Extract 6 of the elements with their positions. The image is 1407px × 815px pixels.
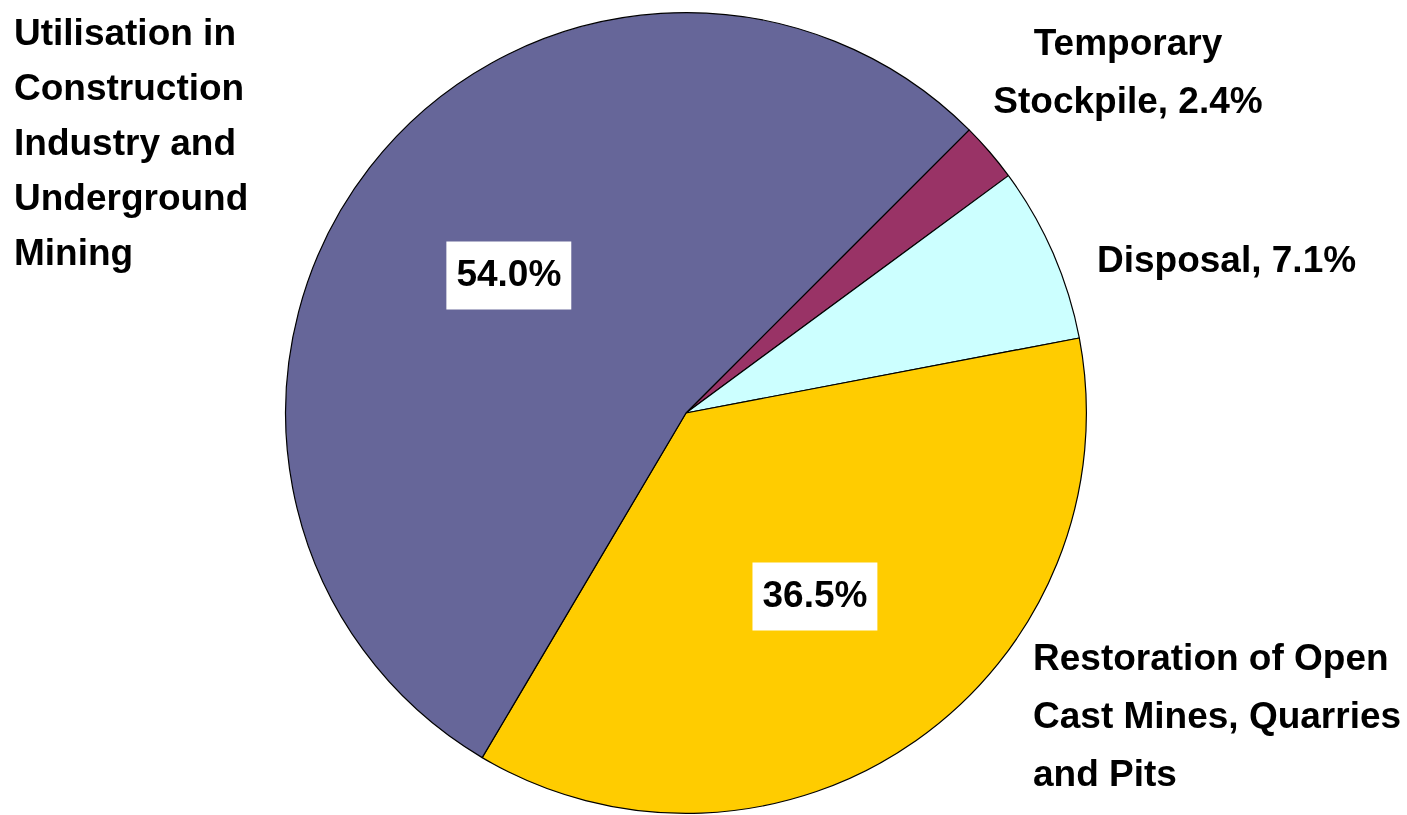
data-label: 36.5%: [762, 573, 868, 615]
data-label: 54.0%: [456, 252, 562, 294]
slice-label: Disposal, 7.1%: [1097, 239, 1357, 281]
slice-label: Utilisation in Construction Industry and Underground Mining: [14, 12, 249, 274]
slice-label: Temporary Stockpile, 2.4%: [993, 22, 1263, 122]
slice-label: Restoration of Open Cast Mines, Quarries and Pits: [1033, 637, 1402, 795]
